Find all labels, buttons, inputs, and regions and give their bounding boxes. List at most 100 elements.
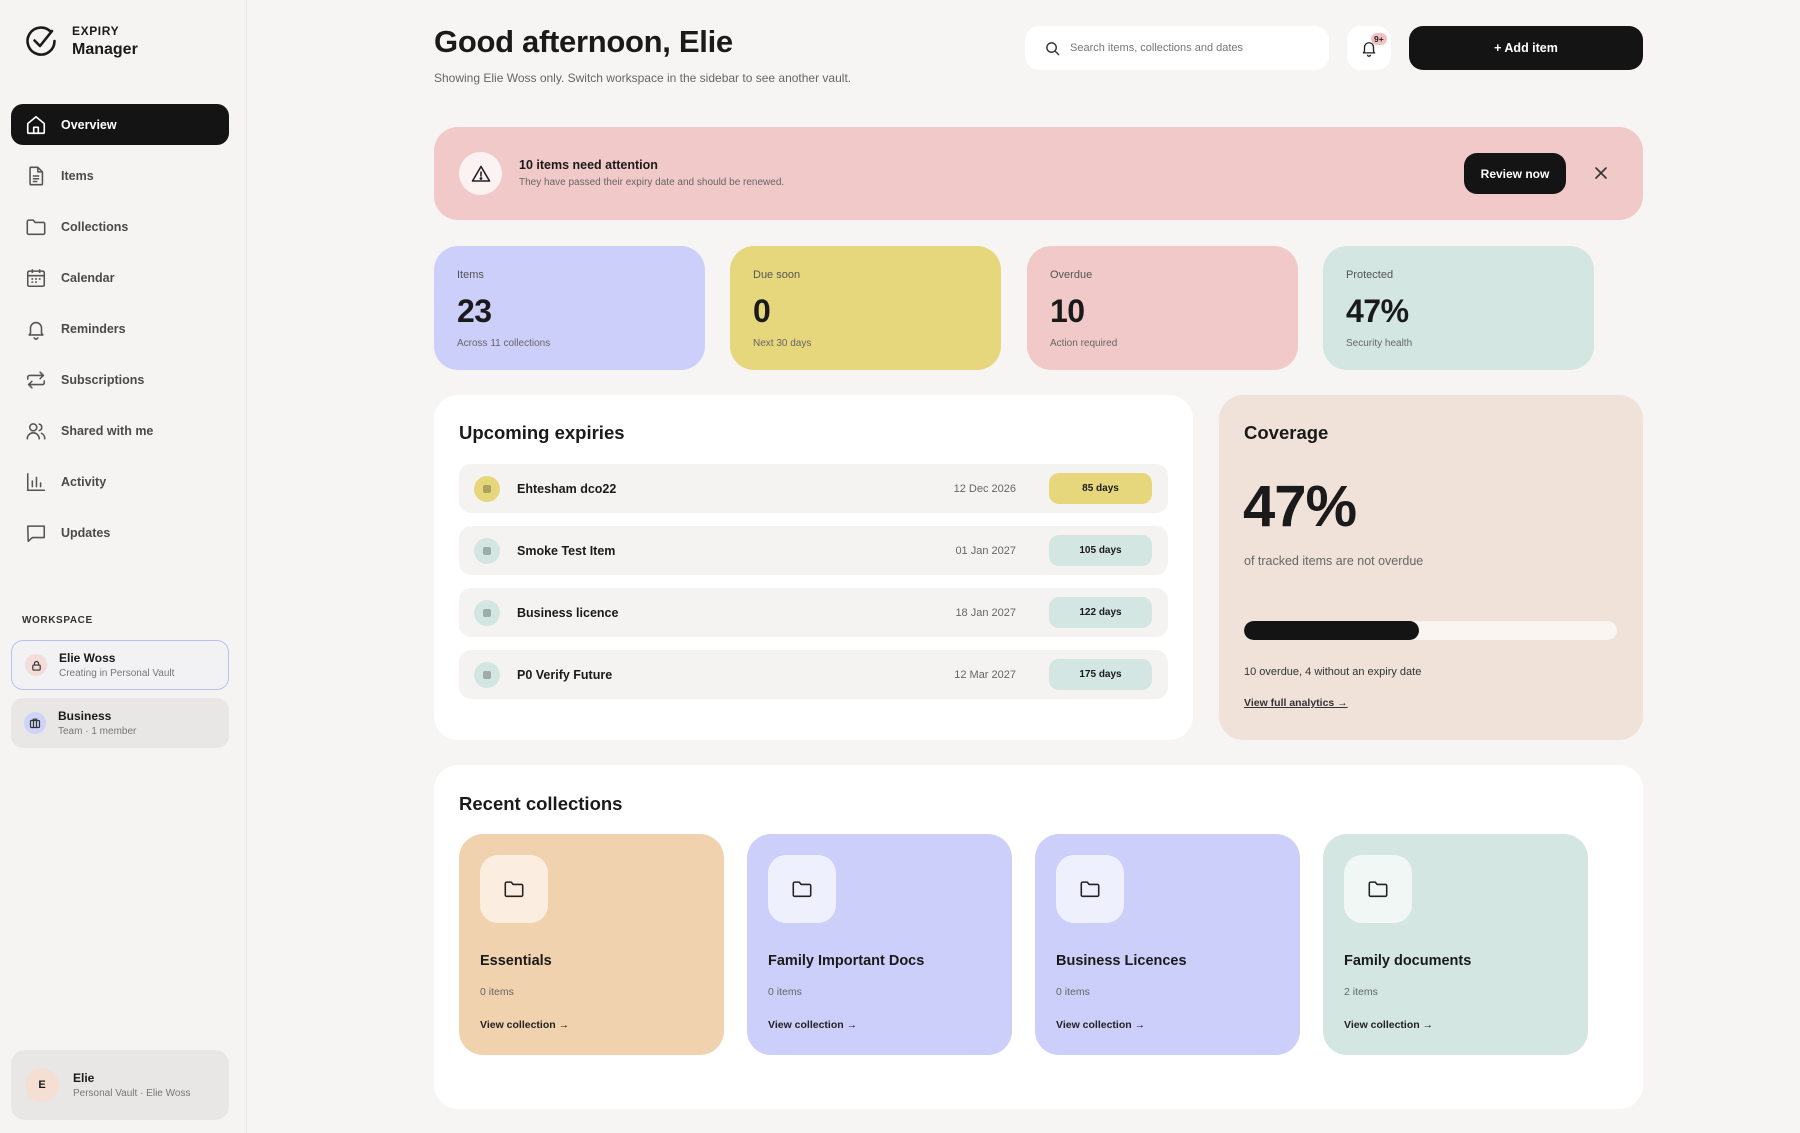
message-icon [26,524,46,542]
item-date: 18 Jan 2027 [955,606,1016,619]
brand[interactable]: EXPIRY Manager [24,24,138,58]
item-icon [474,599,500,626]
nav-item-calendar[interactable]: Calendar [11,257,229,298]
bell-icon [1362,42,1376,57]
folder-icon [1056,855,1124,923]
search-box[interactable] [1025,26,1329,70]
collection-card[interactable]: Business Licences 0 items View collectio… [1035,834,1300,1055]
nav-item-shared[interactable]: Shared with me [11,410,229,451]
workspace-label: WORKSPACE [22,615,93,626]
section-title: Upcoming expiries [459,422,625,443]
collection-card[interactable]: Family Important Docs 0 items View colle… [747,834,1012,1055]
item-icon [474,475,500,502]
notifications-button[interactable]: 9+ [1347,26,1391,70]
collection-card[interactable]: Essentials 0 items View collection → [459,834,724,1055]
close-icon[interactable] [1592,164,1610,182]
notification-badge: 9+ [1371,33,1387,45]
section-title: Recent collections [459,793,623,814]
alert-subtitle: They have passed their expiry date and s… [519,177,785,188]
lock-icon [25,654,47,676]
item-name: Business licence [517,605,619,620]
workspace-personal[interactable]: Elie Woss Creating in Personal Vault [11,640,229,690]
warning-icon [459,152,502,195]
briefcase-icon [24,712,46,734]
expiry-row[interactable]: Business licence 18 Jan 2027 122 days [459,588,1168,637]
stat-card-protected[interactable]: Protected 47% Security health [1323,246,1594,370]
home-icon [26,115,46,134]
document-icon [29,166,44,185]
user-card[interactable]: E Elie Personal Vault · Elie Woss [11,1050,229,1120]
repeat-icon [26,370,46,389]
page-subtitle: Showing Elie Woss only. Switch workspace… [434,71,852,85]
coverage-progress-bar [1244,621,1617,640]
search-input[interactable] [1070,42,1310,54]
nav-item-updates[interactable]: Updates [11,512,229,553]
coverage-panel: Coverage 47% of tracked items are not ov… [1219,395,1643,740]
expiry-row[interactable]: Ehtesham dco22 12 Dec 2026 85 days [459,464,1168,513]
folder-icon [26,218,46,235]
folder-icon [1344,855,1412,923]
stat-label: Protected [1346,269,1394,281]
days-badge: 175 days [1049,659,1152,690]
nav-label: Updates [61,525,111,540]
view-analytics-link[interactable]: View full analytics → [1244,697,1348,709]
add-item-button[interactable]: + Add item [1409,26,1643,70]
stat-card-items[interactable]: Items 23 Across 11 collections [434,246,705,370]
stat-value: 0 [753,293,771,329]
item-name: Ehtesham dco22 [517,481,617,496]
nav-item-activity[interactable]: Activity [11,461,229,502]
stat-sub: Security health [1346,338,1413,349]
stat-label: Overdue [1050,269,1093,281]
nav-item-reminders[interactable]: Reminders [11,308,229,349]
stat-value: 10 [1050,293,1085,329]
view-collection-link[interactable]: View collection → [1056,1019,1146,1031]
collection-name: Family documents [1344,953,1472,969]
review-now-button[interactable]: Review now [1464,153,1566,194]
item-date: 12 Mar 2027 [954,668,1016,681]
recent-collections-panel: Recent collections Essentials 0 items Vi… [434,765,1643,1109]
nav-item-collections[interactable]: Collections [11,206,229,247]
collection-name: Family Important Docs [768,953,925,969]
nav-label: Subscriptions [61,372,145,387]
item-name: P0 Verify Future [517,667,613,682]
workspace-sub: Team · 1 member [58,726,137,737]
stat-label: Items [457,269,484,281]
coverage-progress-fill [1244,621,1420,640]
stat-sub: Across 11 collections [457,338,551,349]
nav-label: Collections [61,219,129,234]
nav-label: Items [61,168,94,183]
view-collection-link[interactable]: View collection → [480,1019,570,1031]
expiry-row[interactable]: Smoke Test Item 01 Jan 2027 105 days [459,526,1168,575]
workspace-sub: Creating in Personal Vault [59,668,175,679]
item-date: 12 Dec 2026 [953,482,1016,495]
coverage-description: of tracked items are not overdue [1244,554,1424,568]
days-badge: 85 days [1049,473,1152,504]
collection-card[interactable]: Family documents 2 items View collection… [1323,834,1588,1055]
view-collection-link[interactable]: View collection → [1344,1019,1434,1031]
item-name: Smoke Test Item [517,543,616,558]
nav-item-items[interactable]: Items [11,155,229,196]
nav-label: Calendar [61,270,115,285]
alert-title: 10 items need attention [519,158,658,172]
stat-sub: Action required [1050,338,1118,349]
page-title: Good afternoon, Elie [434,24,733,59]
nav-label: Overview [61,117,117,132]
view-collection-link[interactable]: View collection → [768,1019,858,1031]
main-nav: Overview Items Collections Calendar Remi… [11,104,229,563]
sidebar: EXPIRY Manager Overview Items Collection… [0,0,247,1133]
nav-label: Activity [61,474,107,489]
expiry-row[interactable]: P0 Verify Future 12 Mar 2027 175 days [459,650,1168,699]
section-title: Coverage [1244,422,1329,443]
coverage-value: 47% [1243,474,1357,539]
users-icon [26,422,46,440]
collection-count: 0 items [1056,986,1090,998]
nav-item-overview[interactable]: Overview [11,104,229,145]
attention-alert: 10 items need attention They have passed… [434,127,1643,220]
stat-card-overdue[interactable]: Overdue 10 Action required [1027,246,1298,370]
workspace-business[interactable]: Business Team · 1 member [11,698,229,748]
item-icon [474,537,500,564]
bell-icon [28,321,44,340]
collection-count: 2 items [1344,986,1378,998]
stat-card-due-soon[interactable]: Due soon 0 Next 30 days [730,246,1001,370]
nav-item-subscriptions[interactable]: Subscriptions [11,359,229,400]
